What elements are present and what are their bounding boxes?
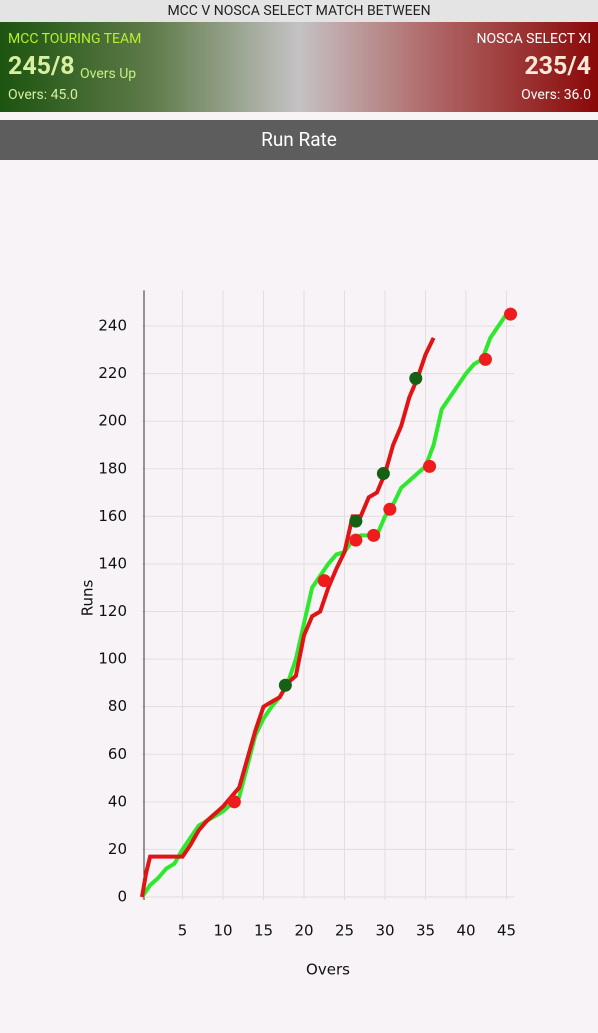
wicket-marker (409, 371, 423, 385)
score-band: MCC TOURING TEAM 245/8 Overs Up Overs: 4… (0, 22, 598, 112)
wicket-marker (383, 502, 397, 516)
y-tick-label: 20 (108, 840, 127, 858)
away-overs: Overs: 36.0 (521, 87, 591, 103)
x-tick-label: 30 (375, 922, 394, 940)
wicket-marker (376, 467, 390, 481)
x-tick-label: 25 (335, 922, 354, 940)
y-tick-label: 40 (108, 792, 127, 810)
x-axis-title: Overs (306, 961, 350, 979)
wicket-marker (504, 307, 518, 321)
wicket-marker (478, 352, 492, 366)
home-score: 245/8 (8, 52, 75, 81)
wicket-marker (278, 678, 292, 692)
match-title: MCC V NOSCA SELECT MATCH BETWEEN (0, 0, 598, 22)
y-tick-label: 140 (98, 554, 127, 572)
y-tick-label: 220 (98, 364, 127, 382)
wicket-marker (317, 574, 331, 588)
series-line (140, 337, 436, 898)
tab-title: Run Rate (0, 120, 598, 160)
y-tick-label: 180 (98, 459, 127, 477)
away-team: NOSCA SELECT XI (476, 31, 591, 47)
away-score: 235/4 (524, 52, 591, 81)
y-axis-title: Runs (79, 580, 97, 617)
wicket-marker (349, 533, 363, 547)
y-tick-label: 60 (108, 745, 127, 763)
home-note: Overs Up (80, 66, 137, 82)
y-tick-label: 80 (108, 697, 127, 715)
y-tick-label: 0 (117, 888, 127, 906)
y-tick-label: 120 (98, 602, 127, 620)
x-tick-label: 10 (213, 922, 232, 940)
x-tick-label: 20 (294, 922, 313, 940)
home-team: MCC TOURING TEAM (8, 31, 142, 47)
x-tick-label: 5 (178, 922, 188, 940)
x-tick-label: 35 (416, 922, 435, 940)
y-tick-label: 160 (98, 507, 127, 525)
home-overs: Overs: 45.0 (8, 87, 78, 103)
separator (0, 112, 598, 120)
wicket-marker (367, 528, 381, 542)
x-tick-label: 40 (456, 922, 475, 940)
chart: Runs Overs 0 20 40 60 80 100 120 140 160 180 200 22… (79, 290, 518, 979)
x-tick-label: 15 (254, 922, 273, 940)
y-tick-label: 100 (98, 650, 127, 668)
x-tick-label: 45 (497, 922, 516, 940)
y-tick-label: 240 (98, 317, 127, 335)
wicket-marker (349, 514, 363, 528)
y-tick-label: 200 (98, 412, 127, 430)
wicket-marker (227, 795, 241, 809)
wicket-marker (423, 459, 437, 473)
